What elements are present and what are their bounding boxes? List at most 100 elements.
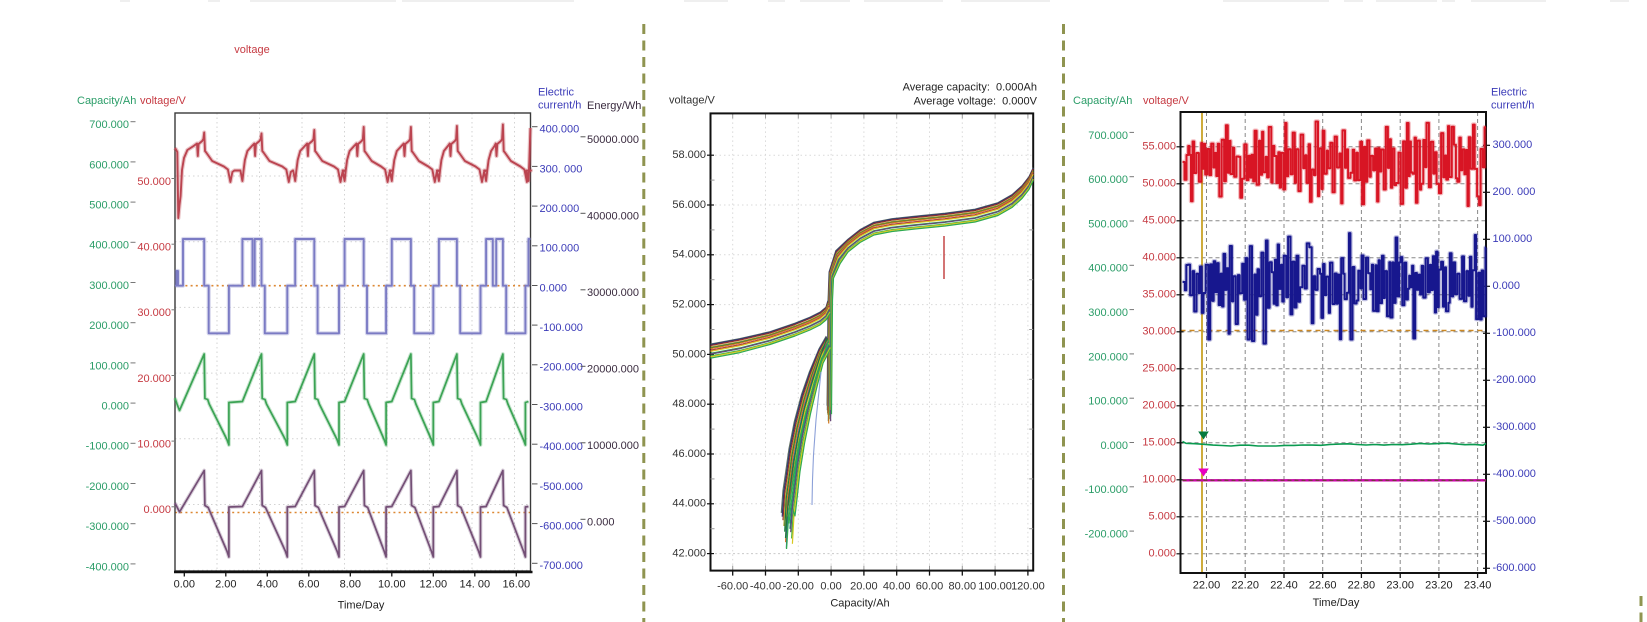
svg-text:current/h: current/h	[1491, 99, 1534, 111]
svg-text:200.000: 200.000	[89, 320, 129, 332]
svg-text:0.000: 0.000	[1100, 440, 1128, 452]
svg-text:voltage/V: voltage/V	[140, 95, 187, 107]
svg-text:Electric: Electric	[538, 86, 575, 98]
svg-text:0.000: 0.000	[1493, 280, 1521, 292]
svg-text:Capacity/Ah: Capacity/Ah	[1073, 95, 1132, 107]
svg-text:23.20: 23.20	[1425, 579, 1453, 591]
svg-text:-100.000: -100.000	[540, 322, 583, 334]
svg-text:100.000: 100.000	[1493, 233, 1533, 245]
svg-text:-40.00: -40.00	[750, 580, 781, 592]
svg-text:300.000: 300.000	[1088, 307, 1128, 319]
svg-text:0.000: 0.000	[101, 401, 129, 413]
svg-text:48.000: 48.000	[672, 398, 706, 410]
svg-text:300.000: 300.000	[89, 280, 129, 292]
svg-text:-100.000: -100.000	[86, 441, 129, 453]
svg-text:25.000: 25.000	[1142, 363, 1176, 375]
svg-text:100.000: 100.000	[540, 243, 580, 255]
svg-text:0.000: 0.000	[143, 504, 171, 516]
svg-text:400.000: 400.000	[1088, 263, 1128, 275]
svg-text:400.000: 400.000	[89, 240, 129, 252]
svg-text:0.000: 0.000	[540, 282, 568, 294]
svg-text:700.000: 700.000	[89, 119, 129, 131]
svg-text:Average capacity: 0.000Ah: Average capacity: 0.000Ah	[903, 81, 1037, 93]
svg-text:50.000: 50.000	[137, 176, 171, 188]
svg-text:-200.000: -200.000	[1085, 529, 1128, 541]
svg-text:16.00: 16.00	[503, 578, 531, 590]
svg-text:-200.000: -200.000	[540, 362, 583, 374]
svg-text:-60.00: -60.00	[717, 580, 748, 592]
svg-text:Time/Day: Time/Day	[338, 599, 385, 611]
svg-text:200. 000: 200. 000	[1493, 186, 1536, 198]
svg-text:300.000: 300.000	[1493, 139, 1533, 151]
svg-text:6.00: 6.00	[298, 578, 319, 590]
svg-text:10.000: 10.000	[137, 439, 171, 451]
svg-text:44.000: 44.000	[672, 498, 706, 510]
svg-text:400.000: 400.000	[540, 124, 580, 136]
svg-text:50000.000: 50000.000	[587, 134, 639, 146]
svg-text:45.000: 45.000	[1142, 215, 1176, 227]
svg-text:40.000: 40.000	[1142, 252, 1176, 264]
svg-text:0.00: 0.00	[174, 578, 195, 590]
svg-text:50.000: 50.000	[1142, 178, 1176, 190]
svg-text:52.000: 52.000	[672, 299, 706, 311]
svg-text:22.80: 22.80	[1348, 579, 1376, 591]
svg-text:-100.000: -100.000	[1493, 327, 1536, 339]
svg-text:55.000: 55.000	[1142, 141, 1176, 153]
svg-text:60.00: 60.00	[916, 580, 944, 592]
svg-text:-300.000: -300.000	[540, 401, 583, 413]
svg-text:22.60: 22.60	[1309, 579, 1337, 591]
svg-text:10000.000: 10000.000	[587, 440, 639, 452]
svg-text:56.000: 56.000	[672, 199, 706, 211]
svg-text:Average voltage: 0.000V: Average voltage: 0.000V	[914, 95, 1038, 107]
svg-text:58.000: 58.000	[672, 149, 706, 161]
svg-text:15.000: 15.000	[1142, 437, 1176, 449]
svg-text:12.00: 12.00	[420, 578, 448, 590]
svg-text:voltage/V: voltage/V	[1143, 95, 1190, 107]
svg-text:20.000: 20.000	[137, 373, 171, 385]
svg-text:80.00: 80.00	[949, 580, 977, 592]
svg-text:300. 000: 300. 000	[540, 163, 583, 175]
svg-text:30.000: 30.000	[137, 307, 171, 319]
svg-text:200.000: 200.000	[1088, 351, 1128, 363]
svg-text:20000.000: 20000.000	[587, 364, 639, 376]
svg-text:-200.000: -200.000	[1493, 374, 1536, 386]
svg-text:40.000: 40.000	[137, 242, 171, 254]
svg-text:46.000: 46.000	[672, 448, 706, 460]
svg-text:voltage/V: voltage/V	[669, 94, 716, 106]
svg-text:50.000: 50.000	[672, 348, 706, 360]
svg-text:Energy/Wh: Energy/Wh	[587, 100, 641, 112]
svg-text:23.40: 23.40	[1464, 579, 1492, 591]
svg-text:-400.000: -400.000	[540, 441, 583, 453]
svg-text:22.20: 22.20	[1231, 579, 1259, 591]
svg-text:20.000: 20.000	[1142, 400, 1176, 412]
svg-text:600.000: 600.000	[89, 159, 129, 171]
svg-text:600.000: 600.000	[1088, 174, 1128, 186]
svg-text:Time/Day: Time/Day	[1313, 597, 1360, 609]
svg-text:35.000: 35.000	[1142, 289, 1176, 301]
svg-text:0.000: 0.000	[1148, 548, 1176, 560]
svg-text:54.000: 54.000	[672, 249, 706, 261]
svg-text:120.00: 120.00	[1011, 580, 1045, 592]
svg-text:100.00: 100.00	[978, 580, 1012, 592]
svg-text:-100.000: -100.000	[1085, 484, 1128, 496]
svg-text:500.000: 500.000	[1088, 218, 1128, 230]
svg-text:-500.000: -500.000	[1493, 515, 1536, 527]
svg-text:100.000: 100.000	[1088, 396, 1128, 408]
svg-text:700.000: 700.000	[1088, 130, 1128, 142]
svg-text:40.00: 40.00	[883, 580, 911, 592]
svg-text:-500.000: -500.000	[540, 481, 583, 493]
svg-text:10.00: 10.00	[378, 578, 406, 590]
svg-text:Electric: Electric	[1491, 86, 1528, 98]
svg-text:14. 00: 14. 00	[460, 578, 491, 590]
svg-text:-400.000: -400.000	[1493, 468, 1536, 480]
svg-text:-700.000: -700.000	[540, 560, 583, 572]
svg-text:2.00: 2.00	[215, 578, 236, 590]
svg-text:voltage: voltage	[234, 44, 269, 56]
svg-text:4.00: 4.00	[257, 578, 278, 590]
svg-text:Capacity/Ah: Capacity/Ah	[77, 95, 136, 107]
svg-text:10.000: 10.000	[1142, 474, 1176, 486]
svg-text:8.00: 8.00	[340, 578, 361, 590]
svg-text:30000.000: 30000.000	[587, 287, 639, 299]
svg-text:-600.000: -600.000	[540, 521, 583, 533]
svg-text:-200.000: -200.000	[86, 481, 129, 493]
